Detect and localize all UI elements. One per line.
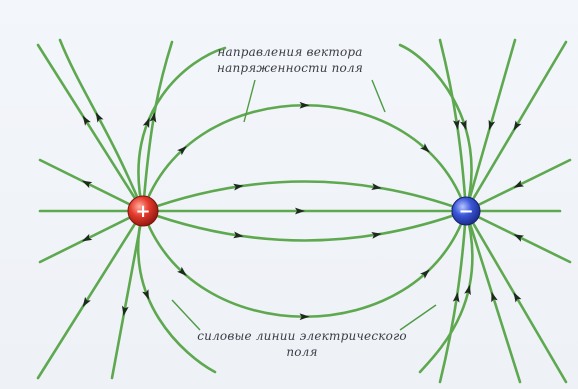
- field-arrow-icon: [491, 291, 498, 303]
- field-arrow-icon: [81, 180, 93, 189]
- field-line-neg-ray-7: [438, 38, 468, 213]
- field-arrow-icon: [299, 313, 310, 321]
- caption-bottom-line-2: поля: [286, 345, 318, 359]
- field-arrow-icon: [513, 120, 522, 131]
- field-arrow-icon: [177, 266, 187, 276]
- field-line-neg-ray-8: [438, 209, 468, 384]
- positive-sign: +: [135, 201, 150, 222]
- field-arrow-icon: [149, 112, 157, 123]
- field-line-outer-upper: [137, 46, 227, 213]
- leader-bottom-right: [399, 304, 437, 331]
- field-arrow-icon: [233, 183, 244, 191]
- field-arrow-icon: [371, 183, 382, 190]
- leader-top-right: [371, 79, 386, 113]
- field-arrow-icon: [142, 289, 149, 300]
- field-arrow-icon: [121, 305, 129, 317]
- field-arrow-icon: [420, 143, 430, 153]
- caption-leaders: [171, 79, 437, 331]
- field-arrow-icon: [371, 232, 382, 239]
- field-arrow-icon: [513, 180, 524, 188]
- field-arrow-icon: [295, 207, 305, 215]
- field-arrow-icon: [420, 269, 430, 279]
- field-line-outer-lower-right: [418, 209, 474, 374]
- field-line-pos-ray-1: [36, 43, 145, 213]
- field-arrow-icon: [177, 146, 187, 156]
- caption-top-line-1: направления вектора: [217, 45, 363, 59]
- field-arrow-icon: [452, 292, 460, 303]
- field-arrow-icon: [95, 112, 104, 123]
- field-arrow-icon: [460, 119, 467, 131]
- field-arrow-icon: [233, 231, 244, 239]
- field-line-pos-ray-7: [58, 38, 145, 213]
- field-arrow-icon: [81, 233, 93, 242]
- caption-top-line-2: напряженности поля: [217, 61, 363, 75]
- field-line-pos-ray-5: [110, 209, 145, 380]
- field-arrow-icon: [513, 234, 524, 242]
- field-line-pos-ray-4: [36, 209, 145, 380]
- field-arrow-icon: [453, 119, 460, 130]
- field-line-pos-ray-6: [141, 40, 174, 213]
- negative-charge: −: [451, 196, 481, 226]
- field-arrow-icon: [513, 292, 522, 303]
- field-line-inner-upper: [141, 180, 468, 213]
- field-line-outer-upper-right: [398, 43, 473, 213]
- negative-sign: −: [458, 201, 473, 222]
- field-arrow-icon: [299, 101, 310, 109]
- caption-field-vector-direction: направления вектора напряженности поля: [200, 44, 380, 76]
- field-arrow-icon: [488, 119, 496, 131]
- leader-bottom-left: [171, 299, 201, 331]
- field-line-pos-ray-2: [38, 158, 145, 213]
- leader-top-left: [243, 79, 256, 123]
- field-arrow-icon: [142, 117, 150, 129]
- field-line-pos-ray-3: [38, 209, 145, 264]
- field-line-inner-lower: [141, 209, 468, 242]
- field-arrow-icon: [82, 115, 91, 126]
- field-arrow-icon: [464, 284, 471, 296]
- caption-field-lines: силовые линии электрического поля: [168, 328, 436, 360]
- positive-charge: +: [127, 195, 159, 227]
- field-arrow-icon: [82, 296, 91, 308]
- caption-bottom-line-1: силовые линии электрического: [197, 329, 407, 343]
